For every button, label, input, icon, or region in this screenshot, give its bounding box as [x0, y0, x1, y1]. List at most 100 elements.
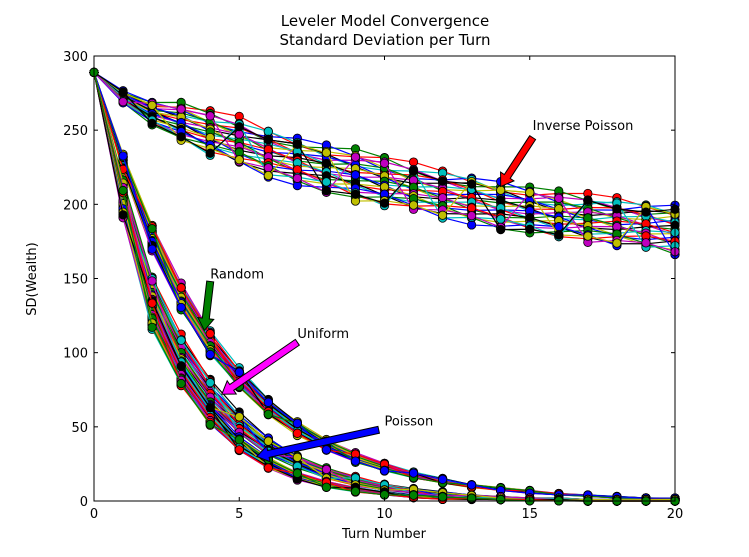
data-point	[467, 480, 477, 490]
x-tick-label: 10	[376, 507, 393, 522]
data-point	[437, 176, 448, 186]
data-point	[496, 195, 506, 205]
data-point	[118, 87, 128, 97]
data-point	[263, 397, 273, 407]
x-tick-label: 15	[521, 507, 538, 522]
annotation-label: Inverse Poisson	[533, 119, 634, 134]
data-point	[467, 220, 477, 230]
data-point	[467, 211, 477, 221]
data-point	[583, 195, 593, 205]
data-point	[350, 189, 361, 199]
series-layer	[89, 67, 680, 506]
data-point	[321, 148, 331, 158]
data-point	[147, 322, 157, 332]
y-tick-label: 0	[80, 495, 88, 510]
data-point	[379, 158, 390, 168]
data-point	[205, 111, 215, 121]
data-point	[525, 187, 535, 198]
data-point	[408, 166, 419, 176]
data-point	[118, 151, 128, 161]
data-point	[408, 200, 419, 210]
data-point	[554, 229, 564, 240]
data-point	[437, 210, 448, 220]
annotation-arrow	[196, 280, 215, 332]
annotation-label: Uniform	[297, 327, 349, 342]
data-point	[583, 213, 593, 223]
annotation-label: Random	[210, 268, 264, 283]
data-point	[147, 100, 157, 110]
data-point	[147, 244, 157, 254]
data-point	[612, 238, 622, 248]
data-point	[554, 193, 564, 203]
data-point	[263, 436, 273, 446]
data-point	[321, 158, 331, 169]
annotation-poisson: Poisson	[255, 414, 434, 463]
data-point	[641, 207, 651, 217]
data-point	[379, 198, 390, 208]
annotation-arrow	[255, 425, 381, 463]
data-point	[525, 224, 535, 234]
data-point	[292, 173, 302, 183]
data-point	[234, 122, 244, 132]
data-point	[583, 231, 593, 241]
data-point	[263, 135, 273, 145]
data-point	[176, 132, 186, 142]
data-point	[496, 224, 506, 235]
data-point	[467, 203, 477, 213]
data-point	[321, 186, 331, 196]
data-point	[292, 418, 302, 428]
data-point	[496, 494, 506, 505]
data-point	[176, 378, 186, 389]
data-point	[176, 302, 186, 313]
y-tick-label: 50	[71, 421, 88, 436]
series-inverse-poisson	[89, 67, 680, 240]
data-point	[496, 214, 506, 224]
annotation-random: Random	[196, 268, 264, 332]
x-tick-label: 0	[90, 507, 98, 522]
data-point	[205, 403, 215, 413]
data-point	[379, 466, 390, 476]
data-point	[437, 193, 448, 203]
data-point	[467, 179, 477, 189]
data-point	[350, 170, 361, 180]
data-point	[176, 104, 186, 114]
data-point	[205, 419, 215, 429]
data-point	[467, 493, 477, 503]
data-point	[147, 276, 157, 286]
x-tick-label: 5	[235, 507, 243, 522]
data-point	[205, 378, 215, 388]
data-point	[118, 210, 128, 220]
data-point	[234, 445, 244, 455]
data-point	[350, 486, 361, 497]
data-point	[350, 456, 361, 466]
data-point	[292, 428, 302, 438]
data-point	[292, 468, 302, 478]
annotation-arrow	[500, 134, 537, 188]
series-poisson	[89, 67, 680, 506]
chart-subtitle: Standard Deviation per Turn	[279, 31, 490, 49]
data-point	[321, 464, 331, 475]
data-point	[641, 238, 651, 248]
data-point	[263, 170, 273, 181]
data-point	[292, 452, 302, 462]
data-point	[234, 435, 244, 445]
data-point	[321, 445, 331, 455]
data-point	[234, 129, 244, 139]
annotation-inverse-poisson: Inverse Poisson	[500, 119, 634, 188]
data-point	[118, 185, 128, 196]
data-point	[263, 163, 273, 173]
data-point	[205, 329, 215, 339]
x-tick-label: 20	[667, 507, 684, 522]
data-point	[234, 367, 244, 377]
data-point	[147, 118, 157, 128]
chart-title: Leveler Model Convergence	[281, 12, 489, 30]
data-point	[263, 463, 273, 473]
data-point	[263, 126, 273, 137]
annotation-layer: Inverse Poisson Random Uniform Poisson	[196, 119, 634, 463]
data-point	[234, 412, 244, 422]
data-point	[437, 492, 448, 502]
data-point	[292, 139, 302, 149]
annotation-label: Poisson	[385, 414, 434, 429]
